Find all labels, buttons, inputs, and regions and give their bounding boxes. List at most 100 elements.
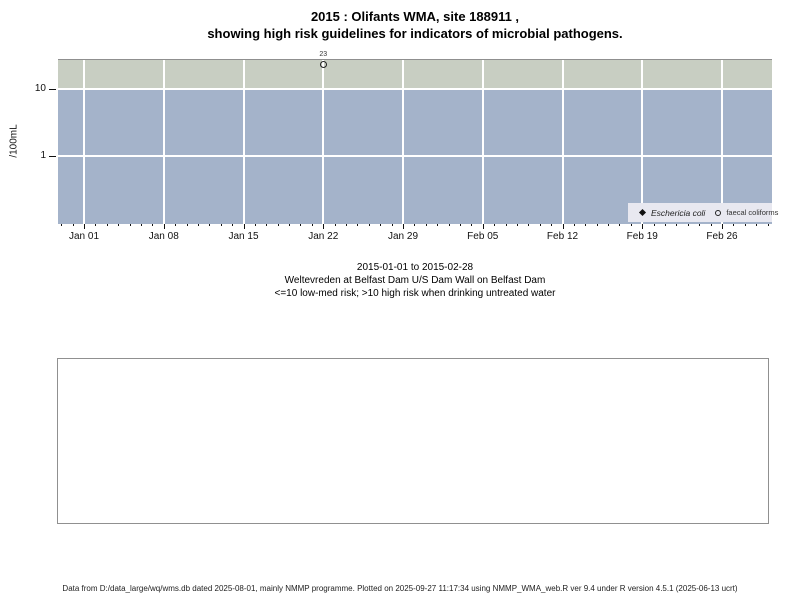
plot-top-border [58, 59, 772, 60]
vertical-gridline [83, 59, 85, 224]
x-minor-tick [152, 224, 154, 226]
vertical-gridline [322, 59, 325, 224]
chart-title-line2: showing high risk guidelines for indicat… [207, 26, 623, 41]
x-minor-tick [277, 224, 279, 226]
ecoli-marker-icon [638, 208, 647, 217]
x-tick-label: Jan 15 [228, 231, 259, 242]
x-minor-tick [448, 224, 450, 226]
horizontal-gridline [58, 88, 772, 90]
x-major-tick [562, 224, 564, 229]
subtitle-site-description: Weltevreden at Belfast Dam U/S Dam Wall … [284, 275, 546, 286]
x-minor-tick [756, 224, 758, 226]
x-minor-tick [687, 224, 689, 226]
legend-label-faecal-coliforms: faecal coliforms [726, 208, 779, 217]
x-minor-tick [425, 224, 427, 226]
vertical-gridline [721, 59, 723, 224]
x-minor-tick [186, 224, 188, 226]
x-minor-tick [118, 224, 120, 226]
x-minor-tick [505, 224, 507, 226]
x-minor-tick [744, 224, 746, 226]
x-minor-tick [311, 224, 313, 226]
x-minor-tick [61, 224, 63, 226]
x-minor-tick [608, 224, 610, 226]
y-tick [49, 156, 56, 157]
x-minor-tick [733, 224, 735, 226]
legend-label-ecoli: Eschericia coli [651, 207, 706, 218]
plot-area: 23 Eschericia coli faecal coliforms [58, 51, 778, 224]
x-minor-tick [368, 224, 370, 226]
x-tick-label: Feb 26 [706, 231, 738, 242]
x-minor-tick [140, 224, 142, 226]
x-major-tick [84, 224, 85, 229]
x-minor-tick [471, 224, 473, 226]
footer-caption: Data from D:/data_large/wq/wms.db dated … [62, 584, 738, 593]
vertical-gridline [641, 59, 644, 224]
x-minor-tick [106, 224, 108, 226]
x-tick-label: Feb 12 [546, 231, 579, 242]
x-minor-tick [573, 224, 575, 226]
x-minor-tick [437, 224, 439, 226]
x-minor-tick [414, 224, 416, 226]
x-major-tick [323, 224, 325, 229]
x-minor-tick [767, 224, 769, 226]
y-tick [49, 89, 56, 90]
x-minor-tick [289, 224, 291, 226]
x-minor-tick [653, 224, 655, 226]
vertical-gridline [162, 59, 165, 224]
x-tick-label: Feb 05 [467, 231, 499, 242]
y-tick-label: 10 [34, 83, 46, 94]
x-major-tick [243, 224, 245, 229]
data-point-value-label: 23 [319, 50, 328, 58]
x-minor-tick [220, 224, 222, 226]
x-major-tick [482, 224, 484, 229]
x-minor-tick [72, 224, 74, 226]
data-point-open-circle [319, 61, 327, 69]
vertical-gridline [242, 59, 245, 224]
empty-panel [57, 358, 769, 524]
subtitle-block: 2015-01-01 to 2015-02-28 Weltevreden at … [58, 261, 772, 300]
x-minor-tick [300, 224, 302, 226]
high-risk-band [58, 59, 772, 89]
x-minor-tick [551, 224, 553, 226]
x-minor-tick [391, 224, 393, 226]
x-tick-label: Jan 29 [387, 231, 419, 242]
x-minor-tick [699, 224, 701, 226]
x-minor-tick [95, 224, 97, 226]
x-minor-tick [254, 224, 256, 226]
x-minor-tick [334, 224, 336, 226]
x-minor-tick [665, 224, 667, 226]
vertical-gridline [402, 59, 404, 224]
x-tick-label: Jan 22 [308, 231, 339, 242]
x-minor-tick [539, 224, 541, 226]
x-minor-tick [585, 224, 587, 226]
x-minor-tick [232, 224, 234, 226]
faecal-coliforms-marker-icon [715, 209, 722, 216]
x-minor-tick [209, 224, 211, 226]
horizontal-gridline [58, 155, 772, 157]
x-major-tick [163, 224, 165, 229]
chart-title: 2015 : Olifants WMA, site 188911 , showi… [58, 8, 772, 42]
x-tick-label: Jan 01 [68, 231, 100, 242]
x-minor-tick [346, 224, 348, 226]
y-tick-label: 1 [40, 150, 46, 161]
x-minor-tick [175, 224, 177, 226]
x-minor-tick [459, 224, 461, 226]
x-minor-tick [619, 224, 621, 226]
legend: Eschericia coli faecal coliforms [628, 203, 778, 222]
x-minor-tick [630, 224, 632, 226]
x-minor-tick [380, 224, 382, 226]
x-minor-tick [596, 224, 598, 226]
x-minor-tick [129, 224, 131, 226]
x-minor-tick [516, 224, 518, 226]
x-major-tick [722, 224, 723, 229]
x-major-tick [403, 224, 404, 229]
x-major-tick [642, 224, 644, 229]
subtitle-date-range: 2015-01-01 to 2015-02-28 [356, 262, 474, 273]
x-minor-tick [494, 224, 496, 226]
x-minor-tick [710, 224, 712, 226]
x-minor-tick [197, 224, 199, 226]
chart-title-line1: 2015 : Olifants WMA, site 188911 , [310, 9, 520, 24]
x-minor-tick [357, 224, 359, 226]
x-tick-label: Feb 19 [626, 231, 658, 242]
